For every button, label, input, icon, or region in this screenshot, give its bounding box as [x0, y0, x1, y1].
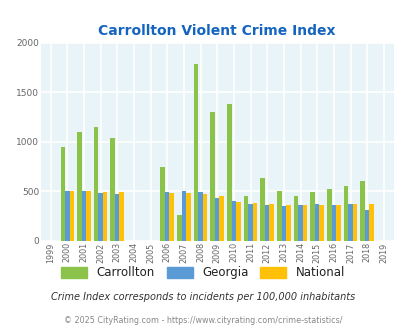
- Bar: [102, 192, 107, 241]
- Bar: [347, 204, 352, 241]
- Bar: [219, 196, 224, 241]
- Bar: [343, 186, 347, 241]
- Bar: [226, 104, 231, 241]
- Bar: [269, 204, 273, 241]
- Bar: [77, 132, 81, 241]
- Bar: [286, 205, 290, 241]
- Bar: [236, 202, 240, 241]
- Bar: [243, 196, 248, 241]
- Bar: [331, 205, 335, 241]
- Bar: [181, 191, 185, 241]
- Bar: [164, 192, 169, 241]
- Bar: [110, 138, 115, 241]
- Bar: [277, 191, 281, 241]
- Bar: [319, 205, 323, 241]
- Bar: [248, 204, 252, 241]
- Bar: [310, 192, 314, 241]
- Bar: [169, 193, 174, 241]
- Bar: [202, 194, 207, 241]
- Bar: [94, 127, 98, 241]
- Bar: [264, 205, 269, 241]
- Bar: [210, 112, 214, 241]
- Bar: [298, 205, 302, 241]
- Bar: [335, 205, 340, 241]
- Title: Carrollton Violent Crime Index: Carrollton Violent Crime Index: [98, 23, 335, 38]
- Bar: [185, 193, 190, 241]
- Bar: [198, 192, 202, 241]
- Bar: [302, 205, 307, 241]
- Bar: [281, 206, 286, 241]
- Bar: [352, 204, 356, 241]
- Bar: [177, 215, 181, 241]
- Bar: [260, 178, 264, 241]
- Bar: [364, 210, 369, 241]
- Bar: [86, 191, 90, 241]
- Bar: [326, 189, 331, 241]
- Bar: [360, 182, 364, 241]
- Bar: [65, 191, 69, 241]
- Bar: [314, 204, 319, 241]
- Bar: [193, 64, 198, 241]
- Bar: [160, 167, 164, 241]
- Bar: [369, 204, 373, 241]
- Bar: [69, 191, 74, 241]
- Bar: [293, 196, 298, 241]
- Bar: [214, 198, 219, 241]
- Legend: Carrollton, Georgia, National: Carrollton, Georgia, National: [56, 262, 349, 284]
- Bar: [252, 203, 257, 241]
- Bar: [98, 193, 102, 241]
- Bar: [231, 201, 236, 241]
- Bar: [115, 194, 119, 241]
- Text: Crime Index corresponds to incidents per 100,000 inhabitants: Crime Index corresponds to incidents per…: [51, 292, 354, 302]
- Text: © 2025 CityRating.com - https://www.cityrating.com/crime-statistics/: © 2025 CityRating.com - https://www.city…: [64, 315, 341, 325]
- Bar: [119, 192, 124, 241]
- Bar: [60, 147, 65, 241]
- Bar: [81, 191, 86, 241]
